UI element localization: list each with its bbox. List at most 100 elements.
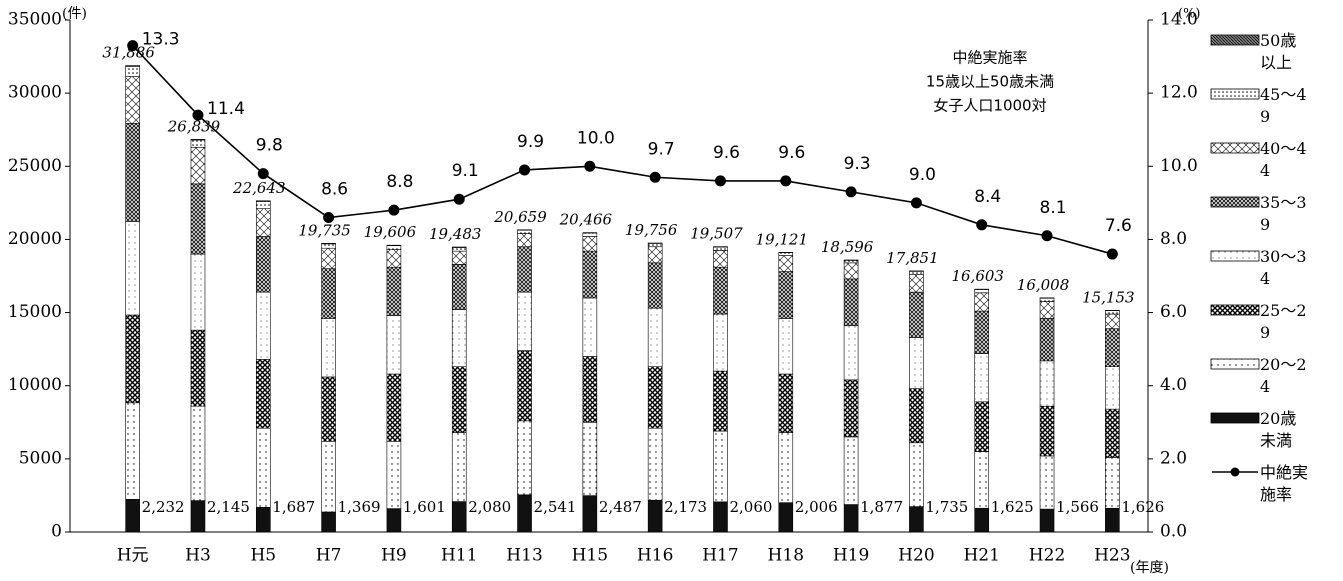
line-label: 9.9 <box>517 132 544 152</box>
bar-segment <box>386 315 402 375</box>
legend-item: 45～49 <box>1210 84 1340 128</box>
total-label: 18,596 <box>821 238 874 256</box>
legend-swatch-fill <box>1210 88 1260 100</box>
line-label: 9.7 <box>648 139 675 159</box>
legend-swatch <box>1210 34 1260 46</box>
total-label: 17,851 <box>886 249 939 267</box>
line-label: 9.0 <box>909 165 936 185</box>
bar-segment <box>451 250 467 265</box>
legend-item: 25～29 <box>1210 300 1340 344</box>
total-label: 20,466 <box>559 211 613 229</box>
bar-segment <box>647 499 663 533</box>
bar-segment <box>647 243 663 248</box>
bar-segment <box>909 271 924 275</box>
legend-swatch <box>1210 358 1260 370</box>
line-point <box>127 40 139 52</box>
legend-label: 40～44 <box>1260 139 1307 180</box>
legend-item: 20～24 <box>1210 354 1340 398</box>
bar-segment <box>713 246 728 251</box>
total-label: 19,121 <box>756 230 809 248</box>
bar-segment <box>1105 313 1120 329</box>
bar-segment <box>713 370 728 432</box>
bar-segment <box>255 507 271 533</box>
bar-segment <box>582 495 598 533</box>
legend-item: 30～34 <box>1210 246 1340 290</box>
line-label: 9.6 <box>778 143 805 163</box>
bar-segment <box>974 401 990 452</box>
x-tick-label: H21 <box>963 546 999 566</box>
total-label: 31,886 <box>102 44 155 62</box>
bar-segment <box>321 511 336 533</box>
bar-segment <box>255 236 271 293</box>
bar-segment <box>843 325 859 381</box>
y2-tick-label: 4.0 <box>1160 375 1187 395</box>
bar-segment <box>974 289 990 294</box>
total-label: 19,507 <box>690 225 743 243</box>
annotation: 15歳以上50歳未満 <box>926 73 1054 91</box>
x-tick-label: H19 <box>833 546 869 566</box>
x-tick-label: H3 <box>185 546 211 566</box>
bar-segment <box>255 208 271 237</box>
line-label: 9.3 <box>844 154 871 174</box>
bar-segment <box>1039 301 1055 319</box>
y-tick-label: 15000 <box>8 302 62 322</box>
bar-segment <box>517 229 532 234</box>
y2-axis-unit: (%) <box>1178 7 1201 22</box>
bar-segment <box>190 253 206 331</box>
bar-segment <box>321 268 336 319</box>
y2-tick-label: 14.0 <box>1160 10 1198 30</box>
legend-swatch <box>1210 142 1260 154</box>
bar-segment <box>843 278 859 327</box>
y-tick-label: 25000 <box>8 156 62 176</box>
bar-segment <box>255 359 271 429</box>
total-label: 16,008 <box>1017 276 1070 294</box>
line-label: 13.3 <box>142 30 180 50</box>
y2-tick-label: 10.0 <box>1160 156 1198 176</box>
bar-segment <box>1039 508 1055 533</box>
legend-swatch-fill <box>1210 250 1260 262</box>
line-point <box>584 160 596 172</box>
bar-segment <box>1105 328 1120 367</box>
bar-segment <box>386 508 402 533</box>
bar-segment <box>451 432 467 502</box>
x-tick-label: H7 <box>316 546 342 566</box>
bar-segment <box>386 266 402 316</box>
bar-segment <box>713 250 728 268</box>
bar-segment <box>451 247 467 252</box>
bar-segment <box>778 502 794 533</box>
y-tick-label: 20000 <box>8 229 62 249</box>
line-point <box>1106 248 1118 260</box>
line-label: 8.8 <box>386 172 413 192</box>
data-label: 1,877 <box>860 498 903 516</box>
bar-segment <box>451 366 467 433</box>
bar-segment <box>974 292 990 312</box>
data-label: 1,735 <box>925 498 968 516</box>
bar-segment <box>909 291 924 338</box>
bar-segment <box>1105 366 1120 410</box>
x-tick-label: H17 <box>702 546 738 566</box>
bar-segment <box>255 201 271 210</box>
bar-segment <box>909 388 924 444</box>
legend-swatch <box>1212 467 1258 477</box>
legend-swatch-fill <box>1210 358 1260 370</box>
total-label: 16,603 <box>951 267 1004 285</box>
total-label: 26,839 <box>167 117 221 135</box>
line-point <box>257 168 269 180</box>
bar-segment <box>843 379 859 438</box>
x-tick-label: H9 <box>381 546 407 566</box>
line-point <box>910 197 922 209</box>
line-point <box>976 219 988 231</box>
bar-segment <box>778 318 794 375</box>
legend-swatch <box>1210 304 1260 316</box>
legend-label: 30～34 <box>1260 247 1307 288</box>
bar-segment <box>909 442 924 507</box>
bar-segment <box>190 139 206 141</box>
bar-segment <box>386 249 402 268</box>
x-tick-label: H15 <box>572 546 608 566</box>
bar-segment <box>582 232 598 237</box>
bar-segment <box>843 504 859 533</box>
bar-segment <box>778 252 794 256</box>
y-tick-label: 10000 <box>8 375 62 395</box>
